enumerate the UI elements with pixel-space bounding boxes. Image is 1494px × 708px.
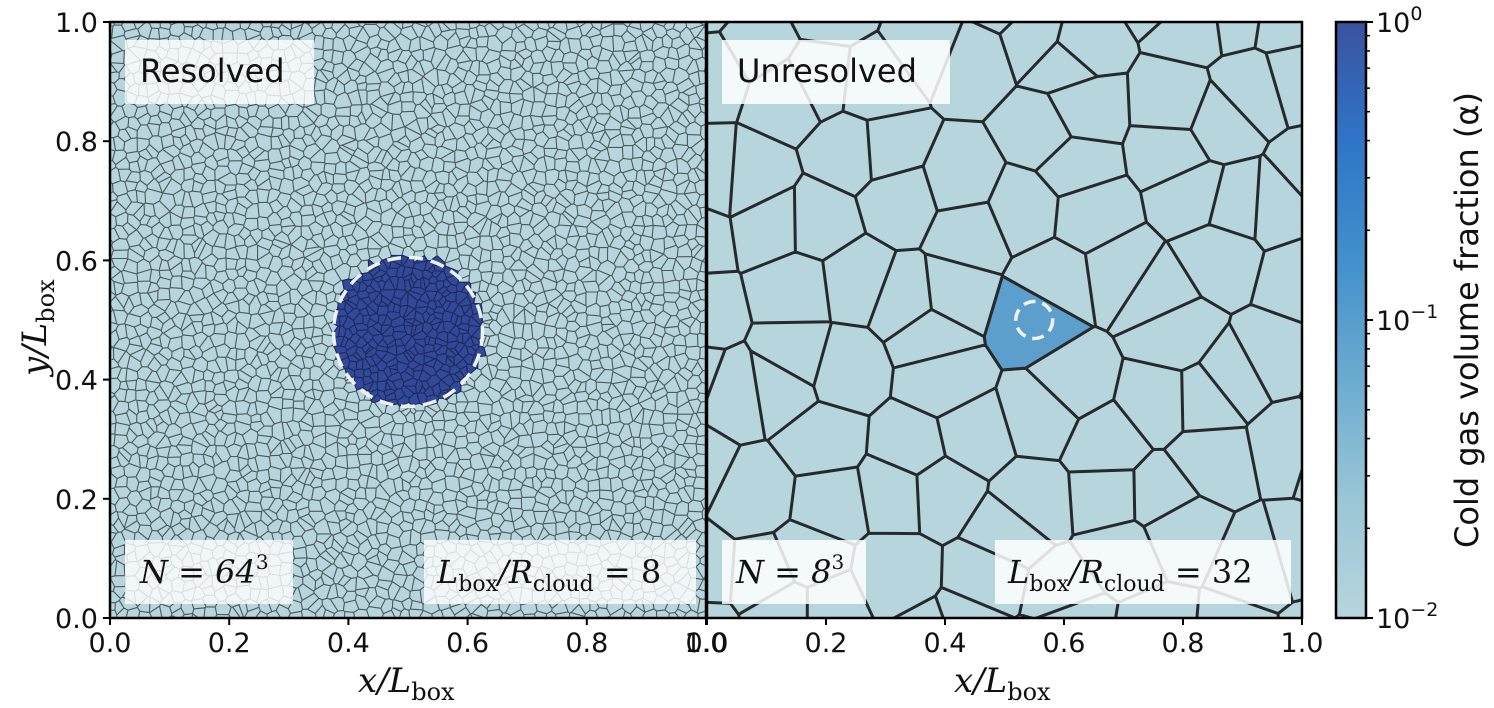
cloud-boundary-circle (331, 255, 485, 409)
ylabel: y/Lbox (15, 279, 60, 378)
ratio-l: L (436, 553, 458, 591)
x-tick-label: 0.2 (208, 628, 251, 659)
label-box-resolved (125, 40, 314, 104)
y-tick-label: 1.0 (55, 8, 98, 39)
colorbar-gradient (1334, 20, 1368, 620)
y-tick-label: 0.8 (55, 127, 98, 158)
ratio-r-sub: cloud (533, 572, 594, 597)
colorbar-ticks: 100 10−1 10−2 (1366, 3, 1438, 635)
cloud-host-cell (982, 274, 1095, 372)
panel-label-unresolved: Unresolved (737, 52, 917, 90)
x-tick-label: 1.0 (1281, 628, 1324, 659)
n-box-unresolved (722, 540, 866, 604)
frame-right (705, 20, 1304, 620)
x-tick-label: 0.8 (565, 628, 608, 659)
panel-label-resolved: Resolved (140, 52, 285, 90)
resolution-base: N = 64 (139, 553, 256, 591)
ratio-box-resolved (424, 540, 696, 604)
panel-resolved: Resolved N = 643 Lbox/Rcloud = 8 (110, 22, 706, 618)
colorbar-tick-label: 10−1 (1376, 301, 1438, 337)
colorbar-tick-label: 10−2 (1376, 599, 1438, 635)
n-box-resolved (125, 540, 293, 604)
ratio-l-sub: box (458, 572, 498, 597)
x-tick-label: 0.4 (327, 628, 370, 659)
x-tick-label: 0.6 (1043, 628, 1086, 659)
xlabel-right: x/Lbox (954, 661, 1051, 706)
ratio-l-sub: box (1029, 572, 1069, 597)
x-tick-label: 0.8 (1162, 628, 1205, 659)
cloud-boundary-circle (1014, 299, 1055, 341)
ratio-value: = 8 (594, 553, 662, 591)
colorbar-tick-label: 100 (1376, 3, 1422, 39)
x-tick-label: 0.6 (446, 628, 489, 659)
coarse-voronoi-mesh (707, 22, 1302, 618)
ratio-label-unresolved: Lbox/Rcloud = 32 (1007, 553, 1253, 597)
x-tick-label: 0.0 (686, 628, 729, 659)
y-tick-label: 0.0 (55, 604, 98, 635)
resolution-label-unresolved: N = 83 (735, 550, 844, 591)
cloud-cells (330, 254, 487, 407)
resolution-label-resolved: N = 643 (139, 550, 269, 591)
fine-voronoi-mesh (110, 22, 706, 618)
ratio-r: /R (1066, 553, 1104, 591)
colorbar: 100 10−1 10−2 Cold gas volume fraction (α) (1334, 3, 1486, 635)
panel-unresolved: Unresolved N = 83 Lbox/Rcloud = 32 (707, 22, 1302, 618)
ratio-r: /R (495, 553, 533, 591)
x-tick-label: 0.0 (89, 628, 132, 659)
ratio-label-resolved: Lbox/Rcloud = 8 (436, 553, 661, 597)
resolution-base: N = 8 (735, 553, 832, 591)
y-tick-label: 0.6 (55, 246, 98, 277)
colorbar-label: Cold gas volume fraction (α) (1448, 92, 1486, 548)
x-tick-label: 0.4 (924, 628, 967, 659)
ratio-r-sub: cloud (1104, 572, 1165, 597)
x-tick-label: 0.2 (805, 628, 848, 659)
label-box-unresolved (722, 40, 950, 104)
axis-ticks: 0.00.20.40.60.81.00.0 0.2 0.4 0.6 0.8 1.00.0 0… (55, 8, 1323, 659)
ratio-l: L (1007, 553, 1029, 591)
y-tick-label: 0.4 (55, 366, 98, 397)
resolution-exponent: 3 (256, 550, 269, 574)
resolution-exponent: 3 (832, 550, 845, 574)
x-tick-label: 1.0 (685, 628, 728, 659)
xlabel-left: x/Lbox (358, 661, 455, 706)
ratio-value: = 32 (1165, 553, 1253, 591)
y-tick-label: 0.2 (55, 485, 98, 516)
ratio-box-unresolved (995, 540, 1291, 604)
